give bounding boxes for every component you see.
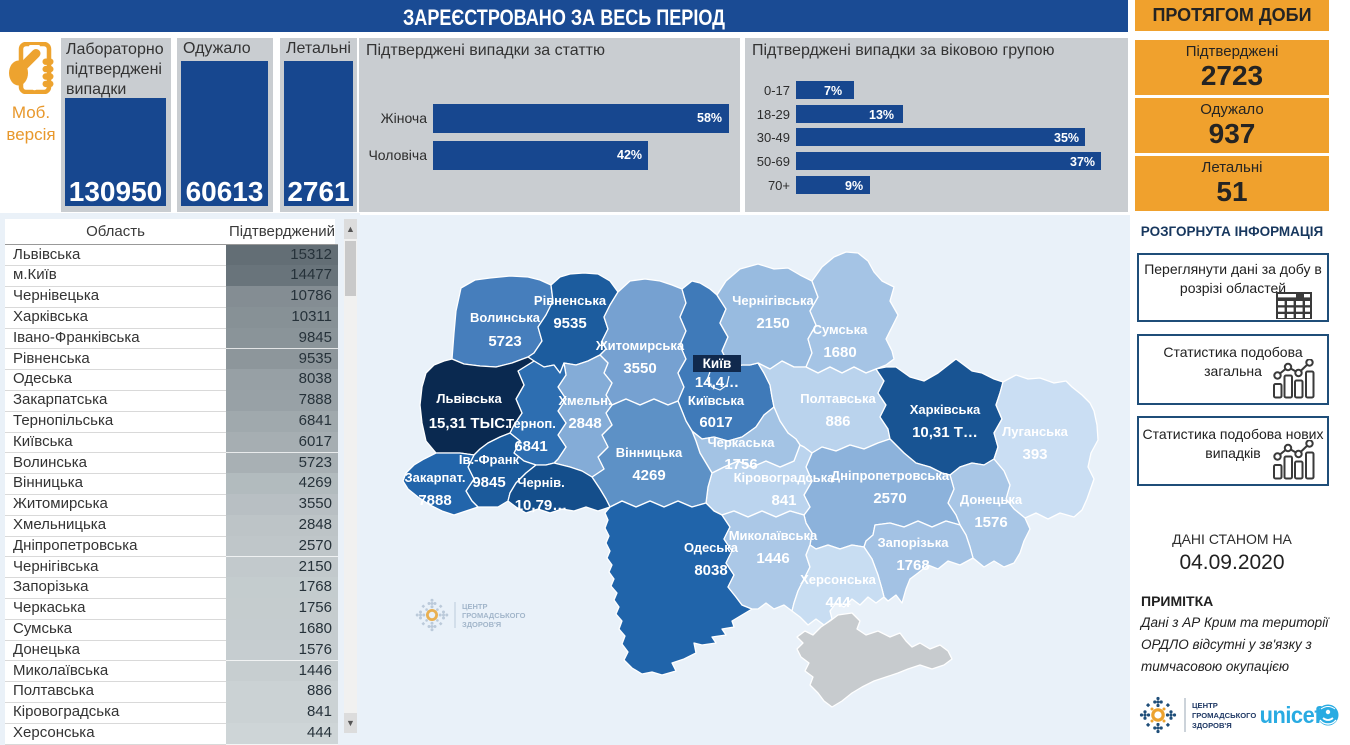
svg-text:10,79…: 10,79… [515, 497, 568, 514]
svg-text:Одеська: Одеська [684, 540, 739, 555]
svg-text:Вінницька: Вінницька [616, 445, 683, 460]
svg-text:8038: 8038 [694, 562, 727, 579]
svg-text:ЦЕНТР: ЦЕНТР [1192, 701, 1218, 710]
svg-text:Терноп.: Терноп. [506, 416, 556, 431]
svg-text:Львівська: Львівська [436, 391, 502, 406]
svg-text:Харківська: Харківська [910, 402, 981, 417]
svg-text:9535: 9535 [553, 315, 586, 332]
svg-text:2150: 2150 [756, 315, 789, 332]
svg-text:Чернів.: Чернів. [517, 475, 564, 490]
svg-text:Волинська: Волинська [470, 310, 541, 325]
svg-text:Донецька: Донецька [960, 492, 1023, 507]
svg-text:2848: 2848 [568, 415, 601, 432]
svg-text:444: 444 [825, 594, 851, 611]
svg-text:Кіровоградська: Кіровоградська [734, 470, 836, 485]
svg-text:Хмельн.: Хмельн. [558, 393, 611, 408]
svg-text:1446: 1446 [756, 550, 789, 567]
svg-text:Ів.-Франк: Ів.-Франк [459, 452, 520, 467]
svg-text:Чернігівська: Чернігівська [732, 293, 814, 308]
svg-text:841: 841 [771, 492, 796, 509]
svg-text:Полтавська: Полтавська [800, 391, 876, 406]
svg-text:Луганська: Луганська [1002, 424, 1069, 439]
svg-text:Сумська: Сумська [813, 322, 869, 337]
svg-text:1756: 1756 [724, 456, 757, 473]
svg-text:Житомирська: Житомирська [595, 338, 685, 353]
svg-text:4269: 4269 [632, 467, 665, 484]
svg-text:6017: 6017 [699, 414, 732, 431]
svg-text:Рівненська: Рівненська [534, 293, 607, 308]
svg-text:Дніпропетровська: Дніпропетровська [831, 468, 950, 483]
svg-text:886: 886 [825, 413, 850, 430]
svg-text:ЗДОРОВ'Я: ЗДОРОВ'Я [462, 620, 501, 629]
svg-text:ГРОМАДСЬКОГО: ГРОМАДСЬКОГО [462, 611, 526, 620]
svg-text:Київська: Київська [688, 393, 745, 408]
svg-text:ЦЕНТР: ЦЕНТР [462, 602, 487, 611]
svg-text:9845: 9845 [472, 474, 505, 491]
svg-text:15,31 ТЫС.: 15,31 ТЫС. [429, 415, 510, 432]
svg-text:Київ: Київ [703, 356, 732, 371]
svg-text:393: 393 [1022, 446, 1047, 463]
svg-text:10,31 Т…: 10,31 Т… [912, 424, 978, 441]
svg-text:6841: 6841 [514, 438, 547, 455]
svg-text:Закарпат.: Закарпат. [405, 470, 466, 485]
svg-text:Миколаївська: Миколаївська [729, 528, 818, 543]
svg-text:5723: 5723 [488, 333, 521, 350]
svg-text:Херсонська: Херсонська [800, 572, 877, 587]
svg-text:1576: 1576 [974, 514, 1007, 531]
svg-text:7888: 7888 [418, 492, 451, 509]
svg-text:unicef: unicef [1260, 702, 1322, 728]
svg-text:14,4…: 14,4… [695, 374, 739, 391]
svg-text:Черкаська: Черкаська [708, 435, 776, 450]
svg-text:2570: 2570 [873, 490, 906, 507]
svg-text:Запорізька: Запорізька [878, 535, 950, 550]
svg-text:1680: 1680 [823, 344, 856, 361]
svg-text:ГРОМАДСЬКОГО: ГРОМАДСЬКОГО [1192, 711, 1256, 720]
svg-text:ЗДОРОВ'Я: ЗДОРОВ'Я [1192, 721, 1232, 730]
svg-text:3550: 3550 [623, 360, 656, 377]
svg-text:1768: 1768 [896, 557, 929, 574]
